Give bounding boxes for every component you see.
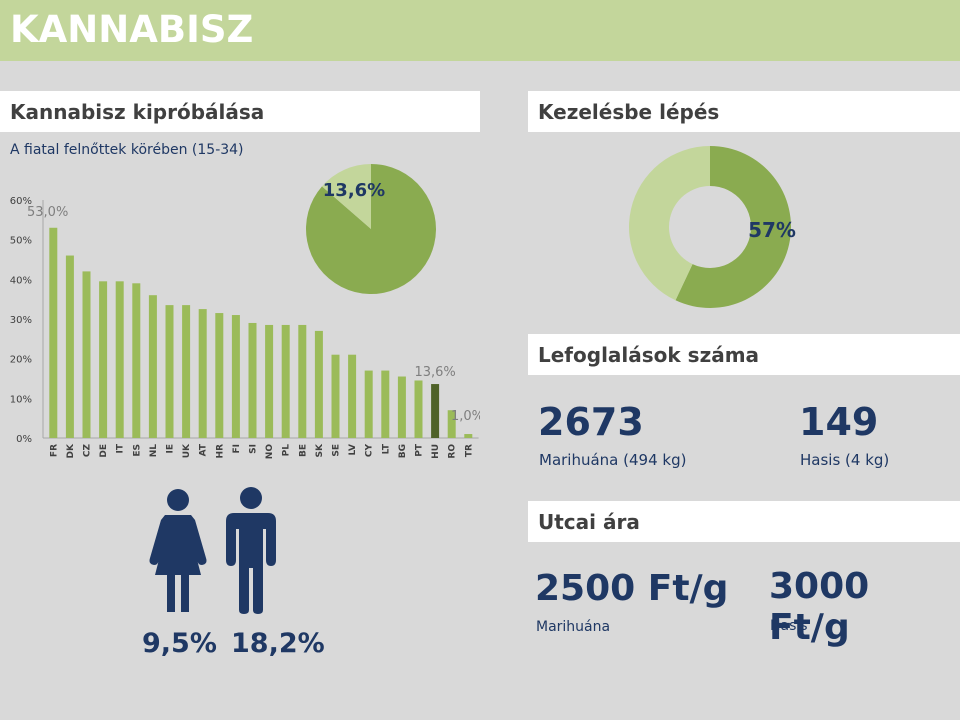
page-title: KANNABISZ: [10, 8, 254, 51]
x-tick-label: BE: [298, 444, 308, 457]
x-tick-label: AT: [199, 443, 209, 456]
section-header-seizures: Lefoglalások száma: [528, 334, 960, 375]
bar-pl: [281, 324, 290, 438]
x-tick-label: UK: [182, 443, 192, 458]
section-header-trial: Kannabisz kipróbálása: [0, 91, 480, 132]
x-tick-label: TR: [464, 444, 474, 457]
x-tick-label: SI: [249, 444, 259, 454]
donut-segment-rest: [629, 146, 710, 301]
x-tick-label: DE: [99, 444, 109, 458]
bar-lv: [348, 354, 357, 438]
top-banner: KANNABISZ: [0, 0, 960, 61]
y-tick-label: 0%: [16, 434, 32, 445]
section-header-street-price: Utcai ára: [528, 501, 960, 542]
bar-ro: [447, 410, 456, 438]
x-tick-label: FI: [232, 444, 242, 454]
bar-lt: [381, 370, 390, 438]
y-tick-label: 50%: [10, 236, 32, 247]
x-tick-label: NL: [149, 444, 159, 458]
male-icon: [226, 487, 276, 614]
bar-de: [99, 281, 108, 438]
seizure-count-hashish: 149: [799, 400, 879, 444]
chart-subtitle: A fiatal felnőttek körében (15-34): [10, 142, 244, 158]
pie-slice-value: [321, 164, 371, 229]
bar-bg: [397, 376, 406, 438]
x-tick-label: HR: [215, 444, 225, 459]
annotation-hu: 13,6%: [414, 365, 455, 380]
x-tick-label: PT: [415, 443, 425, 457]
x-tick-label: NO: [265, 444, 275, 460]
bar-pt: [414, 380, 423, 438]
bar-cz: [82, 271, 91, 438]
section-title-trial: Kannabisz kipróbálása: [10, 100, 265, 124]
female-percentage: 9,5%: [142, 628, 217, 659]
y-tick-label: 40%: [10, 275, 32, 286]
donut-value-label: 57%: [748, 218, 796, 242]
bar-tr: [464, 434, 473, 438]
annotation-max: 53,0%: [27, 205, 68, 220]
bar-sk: [314, 330, 323, 438]
x-tick-label: PL: [282, 444, 292, 457]
female-icon: [149, 489, 207, 612]
x-tick-label: CY: [365, 444, 375, 458]
x-tick-label: BG: [398, 444, 408, 458]
bar-be: [298, 324, 307, 438]
x-tick-label: LV: [348, 444, 358, 455]
pie-value-label: 13,6%: [323, 180, 385, 201]
bar-fi: [231, 315, 240, 438]
x-tick-label: SK: [315, 443, 325, 457]
bar-es: [132, 283, 141, 438]
price-marijuana: 2500 Ft/g: [535, 568, 729, 609]
pie-chart: 13,6%: [306, 164, 436, 294]
bar-dk: [65, 255, 74, 438]
donut-chart: 57%: [629, 146, 796, 308]
bar-no: [265, 324, 274, 438]
bar-it: [115, 281, 124, 438]
bar-chart: 0% 10% 20% 30% 40% 50% 60% FR DK CZ DE IT ES NL IE UK A…: [10, 196, 480, 460]
bar-si: [248, 322, 257, 438]
seizure-count-marijuana: 2673: [538, 400, 644, 444]
bar-at: [198, 309, 207, 438]
section-title-treatment: Kezelésbe lépés: [538, 100, 720, 124]
price-hashish: 3000 Ft/g: [769, 566, 870, 648]
bar-ie: [165, 305, 174, 438]
x-tick-label: ES: [132, 444, 142, 457]
bar-se: [331, 354, 340, 438]
section-title-street-price: Utcai ára: [538, 510, 640, 534]
bar-cy: [364, 370, 373, 438]
section-title-seizures: Lefoglalások száma: [538, 343, 760, 367]
price-label-hashish: Hasis: [770, 618, 808, 634]
y-tick-label: 10%: [10, 394, 32, 405]
x-tick-label: DK: [66, 443, 76, 458]
y-tick-label: 30%: [10, 315, 32, 326]
male-percentage: 18,2%: [231, 628, 325, 659]
x-tick-label: RO: [448, 444, 458, 459]
price-label-marijuana: Marihuána: [536, 619, 611, 635]
x-tick-label: SE: [332, 444, 342, 457]
seizure-label-hashish: Hasis (4 kg): [800, 451, 890, 469]
bar-uk: [182, 305, 191, 438]
x-tick-label: FR: [49, 444, 59, 457]
bar-hr: [215, 313, 224, 438]
seizure-label-marijuana: Marihuána (494 kg): [539, 451, 687, 469]
y-tick-label: 20%: [10, 355, 32, 366]
x-tick-label: CZ: [83, 444, 93, 458]
bar-hu: [431, 384, 440, 438]
annotation-min: 1,0%: [451, 409, 480, 424]
bar-nl: [148, 295, 157, 438]
section-header-treatment: Kezelésbe lépés: [528, 91, 960, 132]
x-tick-label: HU: [431, 444, 441, 459]
donut-segment-value: [675, 146, 791, 308]
x-tick-label: LT: [381, 443, 391, 454]
x-tick-label: IT: [116, 443, 126, 453]
y-tick-label: 60%: [10, 196, 32, 207]
bar-fr: [49, 227, 58, 438]
x-tick-label: IE: [166, 444, 176, 454]
